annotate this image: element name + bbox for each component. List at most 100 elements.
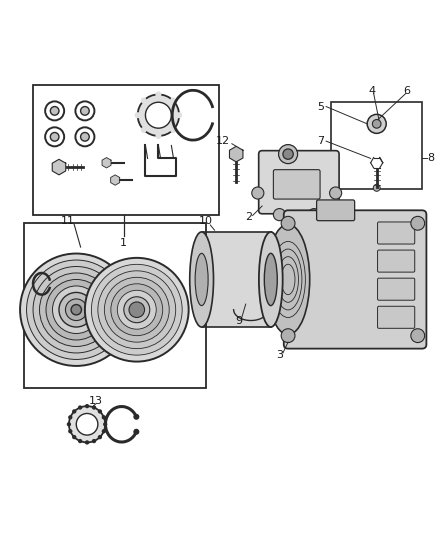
Ellipse shape — [266, 224, 310, 335]
Ellipse shape — [190, 232, 213, 327]
Circle shape — [72, 409, 76, 414]
Circle shape — [373, 184, 380, 191]
Circle shape — [372, 119, 381, 128]
FancyBboxPatch shape — [259, 151, 339, 214]
Text: 13: 13 — [89, 395, 103, 406]
Circle shape — [279, 144, 297, 164]
Circle shape — [98, 435, 102, 439]
Circle shape — [281, 216, 295, 230]
Circle shape — [69, 406, 105, 442]
Circle shape — [155, 133, 162, 139]
Circle shape — [81, 107, 89, 115]
Circle shape — [76, 414, 98, 435]
Circle shape — [103, 422, 107, 426]
Circle shape — [124, 297, 150, 322]
FancyBboxPatch shape — [378, 278, 415, 300]
Circle shape — [72, 435, 76, 439]
Ellipse shape — [258, 266, 275, 293]
Circle shape — [134, 112, 141, 118]
Circle shape — [98, 409, 102, 414]
Bar — [33, 85, 219, 215]
Circle shape — [85, 404, 89, 408]
Text: 1: 1 — [120, 238, 127, 248]
Circle shape — [45, 127, 64, 147]
Circle shape — [81, 133, 89, 141]
Text: 8: 8 — [427, 154, 434, 164]
Text: 2: 2 — [246, 212, 253, 222]
Circle shape — [281, 329, 295, 343]
Circle shape — [45, 101, 64, 120]
Circle shape — [78, 439, 82, 443]
Text: 4: 4 — [369, 86, 376, 96]
Ellipse shape — [259, 232, 283, 327]
Circle shape — [78, 405, 82, 410]
Circle shape — [71, 304, 81, 315]
Circle shape — [33, 266, 120, 353]
Circle shape — [98, 271, 176, 349]
Circle shape — [59, 293, 94, 327]
Circle shape — [20, 254, 132, 366]
Circle shape — [176, 112, 182, 118]
Circle shape — [50, 133, 59, 141]
Circle shape — [50, 107, 59, 115]
FancyBboxPatch shape — [244, 295, 258, 306]
Circle shape — [102, 415, 106, 419]
Text: 6: 6 — [403, 86, 410, 96]
Circle shape — [283, 149, 293, 159]
Circle shape — [133, 414, 139, 420]
FancyBboxPatch shape — [378, 222, 415, 244]
Circle shape — [129, 302, 145, 318]
Circle shape — [170, 127, 176, 133]
Circle shape — [111, 284, 163, 336]
Circle shape — [53, 286, 100, 334]
Polygon shape — [111, 175, 120, 185]
Polygon shape — [102, 158, 111, 168]
Text: 10: 10 — [199, 216, 213, 226]
Polygon shape — [230, 147, 243, 162]
FancyBboxPatch shape — [378, 250, 415, 272]
Circle shape — [75, 127, 95, 147]
Circle shape — [141, 98, 147, 103]
Circle shape — [92, 405, 96, 410]
FancyBboxPatch shape — [378, 306, 415, 328]
Bar — [25, 223, 206, 387]
Text: 5: 5 — [317, 102, 324, 111]
Circle shape — [170, 98, 176, 103]
Ellipse shape — [195, 253, 208, 305]
Circle shape — [252, 187, 264, 199]
Circle shape — [68, 429, 72, 433]
Circle shape — [67, 422, 71, 426]
Circle shape — [27, 260, 126, 359]
Circle shape — [104, 277, 169, 342]
FancyBboxPatch shape — [317, 200, 355, 221]
Circle shape — [411, 329, 425, 343]
Circle shape — [273, 208, 286, 221]
Circle shape — [367, 115, 386, 133]
Circle shape — [145, 102, 171, 128]
FancyBboxPatch shape — [201, 232, 271, 327]
Circle shape — [46, 279, 106, 340]
FancyBboxPatch shape — [273, 169, 320, 199]
Circle shape — [264, 305, 273, 314]
Circle shape — [65, 299, 87, 320]
Circle shape — [68, 415, 72, 419]
Circle shape — [138, 94, 179, 136]
Circle shape — [117, 290, 156, 329]
Bar — [331, 102, 422, 189]
Text: 7: 7 — [317, 136, 324, 146]
Polygon shape — [52, 159, 66, 175]
Text: 12: 12 — [216, 136, 230, 146]
Text: 3: 3 — [276, 350, 283, 360]
Circle shape — [411, 216, 425, 230]
Ellipse shape — [264, 253, 277, 305]
Circle shape — [141, 127, 147, 133]
Circle shape — [102, 429, 106, 433]
Circle shape — [133, 429, 139, 435]
Text: 9: 9 — [235, 316, 242, 326]
Circle shape — [92, 439, 96, 443]
Circle shape — [329, 187, 342, 199]
Text: 11: 11 — [60, 216, 74, 226]
Circle shape — [155, 92, 162, 98]
Circle shape — [308, 208, 320, 221]
Circle shape — [85, 258, 189, 361]
